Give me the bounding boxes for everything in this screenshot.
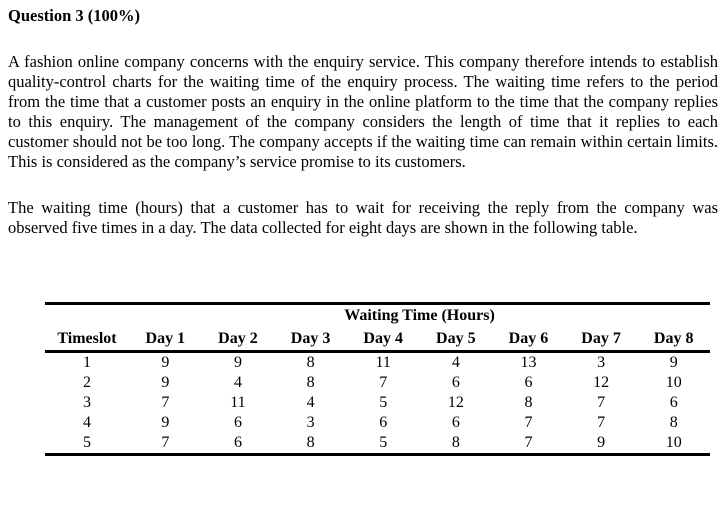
column-header-day1: Day 1 <box>129 327 202 353</box>
table-cell: 3 <box>306 414 315 431</box>
paragraph-data-description: The waiting time (hours) that a customer… <box>8 198 718 237</box>
timeslot-cell: 4 <box>83 414 91 431</box>
table-cell: 8 <box>669 414 678 431</box>
table-cell: 10 <box>665 374 682 391</box>
table-caption-row: Waiting Time (Hours) <box>45 302 710 327</box>
document-page: Question 3 (100%) A fashion online compa… <box>8 6 718 456</box>
table-cell: 9 <box>564 433 638 456</box>
table-cell: 10 <box>637 433 710 456</box>
table-cell: 12 <box>447 394 464 411</box>
table-cell: 5 <box>379 394 388 411</box>
table-cell: 7 <box>161 394 170 411</box>
paragraph-intro: A fashion online company concerns with t… <box>8 52 718 171</box>
table-cell: 8 <box>419 433 493 456</box>
timeslot-cell: 2 <box>83 374 91 391</box>
table-cell: 8 <box>306 374 315 391</box>
table-cell: 12 <box>593 374 610 391</box>
table-cell: 3 <box>597 354 606 371</box>
table-cell: 7 <box>129 433 202 456</box>
table-cell: 4 <box>306 394 315 411</box>
table-cell: 11 <box>375 354 391 371</box>
timeslot-cell: 5 <box>45 433 129 456</box>
table-cell: 7 <box>492 433 565 456</box>
column-header-day2: Day 2 <box>201 327 275 353</box>
table-cell: 9 <box>233 354 242 371</box>
table-cell: 7 <box>597 414 606 431</box>
caption-spacer-cell <box>45 302 129 327</box>
table-head: Waiting Time (Hours) Timeslot Day 1 Day … <box>45 302 710 353</box>
table-cell: 8 <box>524 394 533 411</box>
table-cell: 7 <box>524 414 533 431</box>
column-header-day6: Day 6 <box>492 327 565 353</box>
table-row: 3 7 11 4 5 12 8 7 6 <box>45 393 710 413</box>
table-cell: 6 <box>379 414 388 431</box>
table-cell: 4 <box>233 374 242 391</box>
table-cell: 11 <box>230 394 246 411</box>
table-cell: 6 <box>451 414 460 431</box>
table-row: 5 7 6 8 5 8 7 9 10 <box>45 433 710 456</box>
table-cell: 5 <box>346 433 420 456</box>
table-cell: 6 <box>524 374 533 391</box>
table-body: 1 9 9 8 11 4 13 3 9 2 9 4 8 7 6 6 12 10 <box>45 352 710 456</box>
timeslot-cell: 1 <box>83 354 91 371</box>
column-header-day3: Day 3 <box>274 327 347 353</box>
table-cell: 6 <box>201 433 275 456</box>
table-row: 1 9 9 8 11 4 13 3 9 <box>45 352 710 374</box>
column-header-timeslot: Timeslot <box>45 327 129 353</box>
table-cell: 6 <box>233 414 242 431</box>
table-header-row: Timeslot Day 1 Day 2 Day 3 Day 4 Day 5 D… <box>45 327 710 353</box>
question-title: Question 3 (100%) <box>8 6 140 25</box>
waiting-time-table: Waiting Time (Hours) Timeslot Day 1 Day … <box>45 302 710 456</box>
column-header-day5: Day 5 <box>419 327 493 353</box>
table-cell: 9 <box>161 374 170 391</box>
table-row: 2 9 4 8 7 6 6 12 10 <box>45 373 710 393</box>
table-cell: 6 <box>451 374 460 391</box>
table-cell: 13 <box>520 354 537 371</box>
table-cell: 9 <box>669 354 678 371</box>
table-cell: 8 <box>274 433 347 456</box>
table-cell: 8 <box>306 354 315 371</box>
table-cell: 7 <box>597 394 606 411</box>
table-cell: 4 <box>451 354 460 371</box>
timeslot-cell: 3 <box>83 394 91 411</box>
column-header-day4: Day 4 <box>346 327 420 353</box>
table-cell: 9 <box>161 414 170 431</box>
table-cell: 9 <box>161 354 170 371</box>
table-cell: 7 <box>379 374 388 391</box>
column-header-day8: Day 8 <box>637 327 710 353</box>
column-header-day7: Day 7 <box>564 327 638 353</box>
table-row: 4 9 6 3 6 6 7 7 8 <box>45 413 710 433</box>
table-caption: Waiting Time (Hours) <box>129 302 710 327</box>
table-cell: 6 <box>669 394 678 411</box>
